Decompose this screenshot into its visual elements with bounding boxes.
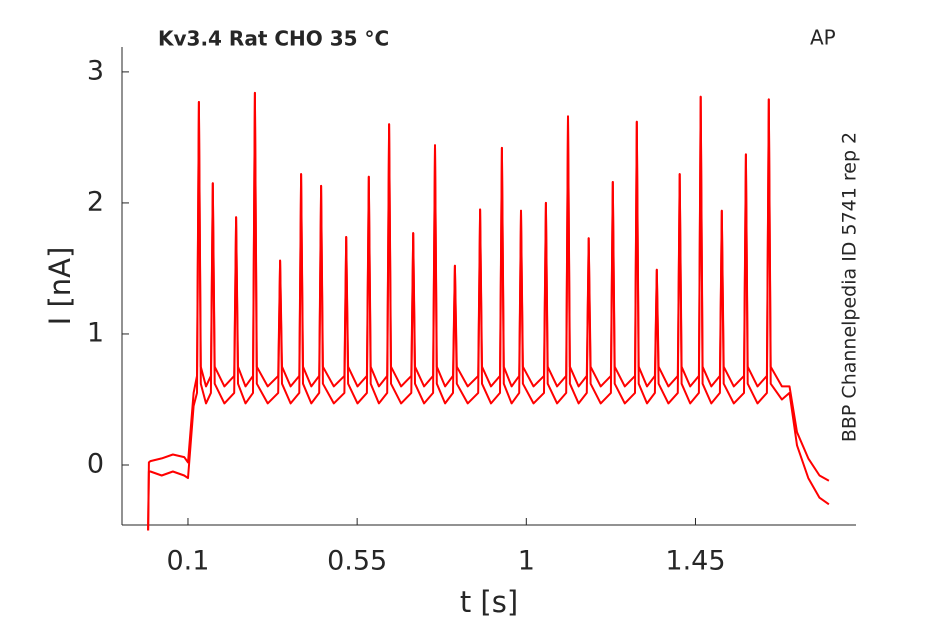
y-tick-label: 1: [87, 317, 104, 348]
side-note: BBP Channelpedia ID 5741 rep 2: [839, 132, 861, 442]
y-tick-label: 3: [87, 55, 104, 86]
trace: [147, 91, 830, 531]
y-axis-label: I [nA]: [43, 247, 77, 326]
x-tick-label: 1: [518, 546, 535, 577]
x-tick-label: 1.45: [665, 546, 725, 577]
x-tick-label: 0.55: [327, 546, 387, 577]
trace: [147, 91, 830, 531]
x-tick-label: 0.1: [166, 546, 209, 577]
chart-title: Kv3.4 Rat CHO 35 °C: [158, 27, 389, 51]
x-axis-label: t [s]: [460, 585, 518, 619]
y-tick-label: 2: [87, 186, 104, 217]
annotation: AP: [810, 26, 836, 50]
y-tick-label: 0: [87, 448, 104, 479]
